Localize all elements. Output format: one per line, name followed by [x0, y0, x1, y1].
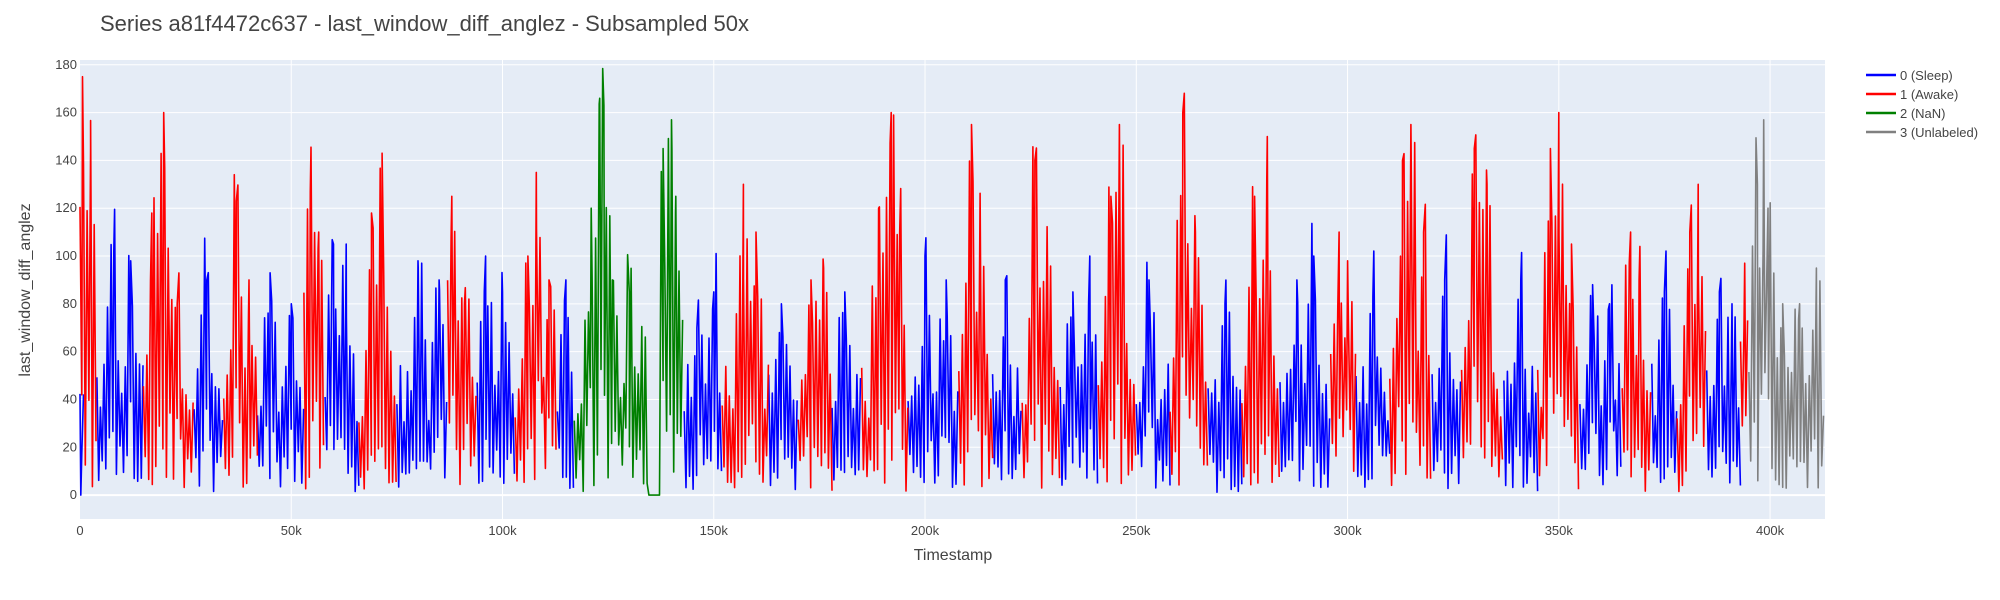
series-0-line-segment: [1651, 250, 1678, 484]
series-1-line-segment: [1536, 111, 1580, 490]
series-0-line-segment: [1503, 251, 1539, 492]
legend-label: 0 (Sleep): [1900, 68, 1953, 83]
x-tick-label: 0: [76, 523, 83, 538]
x-tick-label: 250k: [1122, 523, 1151, 538]
series-1-line-segment: [721, 183, 770, 489]
legend-label: 1 (Awake): [1900, 87, 1958, 102]
y-tick-labels: 0 20 40 60 80 100 120 140 160 180: [55, 57, 77, 502]
y-tick-label: 20: [63, 439, 77, 454]
series-0-line-segment: [683, 252, 723, 490]
series-0-line-segment: [831, 291, 862, 481]
y-tick-label: 140: [55, 152, 77, 167]
series-0-line-segment: [1279, 222, 1331, 489]
series-0-line-segment: [1431, 234, 1462, 490]
series-0-line-segment: [1579, 283, 1622, 486]
y-axis-title: last_window_diff_anglez: [17, 203, 34, 376]
series-1-line-segment: [1460, 134, 1504, 478]
legend-item[interactable]: 3 (Unlabeled): [1866, 125, 1978, 140]
series-1-line-segment: [222, 173, 259, 488]
series-1-line-segment: [1739, 262, 1749, 427]
series-1-line-segment: [1097, 123, 1137, 485]
series-0-line-segment: [79, 393, 85, 496]
legend-item[interactable]: 1 (Awake): [1866, 87, 1958, 102]
series-1-line-segment: [142, 111, 194, 489]
legend[interactable]: 0 (Sleep) 1 (Awake) 2 (NaN) 3 (Unlabeled): [1866, 68, 1978, 140]
legend-item[interactable]: 0 (Sleep): [1866, 68, 1953, 83]
x-tick-label: 300k: [1333, 523, 1362, 538]
series-1-line-segment: [446, 195, 477, 486]
series-0-line-segment: [1135, 261, 1171, 489]
series-1-line-segment: [958, 123, 994, 488]
series-layer: [79, 67, 1825, 496]
series-0-line-segment: [396, 260, 448, 488]
series-1-line-segment: [79, 75, 97, 488]
y-tick-label: 120: [55, 200, 77, 215]
y-tick-label: 100: [55, 248, 77, 263]
series-1-line-segment: [860, 111, 909, 492]
y-tick-label: 80: [63, 296, 77, 311]
series-0-line-segment: [476, 255, 516, 485]
series-0-line-segment: [1059, 255, 1099, 486]
series-1-line-segment: [1389, 123, 1432, 487]
x-tick-label: 350k: [1545, 523, 1574, 538]
chart-title: Series a81f4472c637 - last_window_diff_a…: [100, 11, 749, 36]
series-1-line-segment: [1169, 92, 1209, 486]
series-1-line-segment: [514, 171, 557, 484]
series-0-line-segment: [324, 238, 360, 493]
series-0-line-segment: [556, 279, 575, 489]
series-1-line-segment: [303, 146, 325, 490]
y-tick-label: 60: [63, 344, 77, 359]
series-0-line-segment: [1355, 250, 1391, 488]
series-0-line-segment: [1705, 277, 1742, 486]
y-tick-label: 160: [55, 105, 77, 120]
x-tick-label: 100k: [488, 523, 517, 538]
series-0-line-segment: [96, 208, 144, 483]
y-tick-label: 40: [63, 391, 77, 406]
series-0-line-segment: [193, 237, 224, 493]
series-1-line-segment: [358, 152, 397, 490]
series-0-line-segment: [256, 272, 305, 488]
series-1-line-segment: [797, 258, 833, 491]
series-1-line-segment: [1241, 135, 1280, 486]
series-0-line-segment: [991, 275, 1022, 481]
series-3-line-segment: [1748, 119, 1825, 489]
x-tick-labels: 0 50k 100k 150k 200k 250k 300k 350k 400k: [76, 523, 1784, 538]
series-0-line-segment: [907, 237, 959, 488]
x-tick-label: 50k: [281, 523, 302, 538]
series-1-line-segment: [1329, 231, 1357, 472]
x-tick-label: 200k: [911, 523, 940, 538]
x-tick-label: 150k: [700, 523, 729, 538]
series-0-line-segment: [1207, 279, 1243, 493]
series-2-line-segment: [573, 67, 684, 496]
x-tick-label: 400k: [1756, 523, 1785, 538]
series-0-line-segment: [767, 303, 798, 491]
legend-item[interactable]: 2 (NaN): [1866, 106, 1946, 121]
series-1-line-segment: [1021, 146, 1061, 489]
series-1-line-segment: [1676, 183, 1707, 493]
y-tick-label: 180: [55, 57, 77, 72]
legend-label: 3 (Unlabeled): [1900, 125, 1978, 140]
series-1-line-segment: [1621, 231, 1652, 492]
y-tick-label: 0: [70, 487, 77, 502]
legend-label: 2 (NaN): [1900, 106, 1946, 121]
x-axis-title: Timestamp: [914, 547, 993, 564]
